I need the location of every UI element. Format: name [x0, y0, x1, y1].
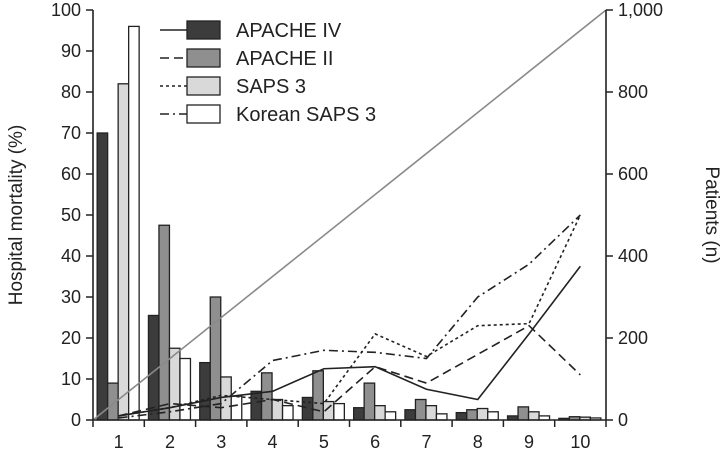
bar-apache-iv-6 [352, 407, 365, 421]
legend-label: Korean SAPS 3 [236, 104, 376, 126]
legend-label: APACHE IV [236, 20, 342, 42]
legend-label: APACHE II [236, 48, 333, 70]
bar-apache-iv-4 [250, 390, 263, 421]
legend-bar-swatch [186, 20, 221, 40]
bar-saps-3-2 [168, 347, 181, 421]
bar-korean-saps-3-5 [333, 402, 346, 421]
bar-korean-saps-3-7 [435, 413, 448, 421]
y-tick-label: 20 [61, 328, 81, 348]
bar-apache-ii-7 [414, 398, 427, 421]
x-tick-label: 6 [370, 432, 380, 452]
bar-apache-iv-3 [199, 361, 211, 421]
line-korean-saps-3 [118, 214, 581, 419]
bar-korean-saps-3-1 [127, 25, 140, 421]
bar-apache-iv-8 [455, 411, 468, 421]
x-tick-label: 5 [319, 432, 329, 452]
bar-saps-3-1 [117, 83, 130, 421]
legend-bar-swatch [186, 104, 221, 124]
bar-saps-3-7 [425, 404, 438, 421]
y-tick-label: 90 [61, 41, 81, 61]
bar-saps-3-3 [220, 376, 232, 421]
y2-tick-label: 600 [618, 164, 648, 184]
bar-korean-saps-3-3 [230, 395, 243, 421]
lines [118, 214, 582, 419]
x-tick-label: 8 [473, 432, 483, 452]
line-apache-ii [118, 324, 581, 417]
axes: 0 10 20 30 40 50 60 70 80 90 100 0 200 400 600 800 1,000… [51, 0, 663, 452]
bar-apache-ii-5 [312, 370, 325, 421]
bar-apache-ii-6 [363, 382, 376, 421]
bar-saps-3-6 [373, 404, 386, 421]
x-tick-label: 9 [524, 432, 534, 452]
bars [96, 25, 602, 421]
x-tick-label: 7 [421, 432, 431, 452]
y2-tick-label: 0 [618, 410, 628, 430]
bar-korean-saps-3-8 [487, 411, 499, 421]
bar-korean-saps-3-2 [179, 357, 192, 421]
bar-saps-3-9 [527, 411, 540, 421]
y2-tick-label: 800 [618, 82, 648, 102]
y-tick-label: 70 [61, 123, 81, 143]
y2-tick-label: 400 [618, 246, 648, 266]
y-tick-label: 40 [61, 246, 81, 266]
y-tick-label: 10 [61, 369, 81, 389]
y-tick-label: 30 [61, 287, 81, 307]
y-tick-label: 60 [61, 164, 81, 184]
bar-apache-ii-9 [517, 406, 530, 421]
y-tick-label: 0 [71, 410, 81, 430]
bar-apache-iv-7 [404, 409, 417, 421]
x-tick-label: 10 [570, 432, 590, 452]
y2-tick-label: 1,000 [618, 0, 663, 20]
bar-apache-ii-4 [260, 372, 273, 421]
y-tick-label: 80 [61, 82, 81, 102]
bar-apache-iv-5 [301, 396, 314, 421]
legend-label: SAPS 3 [236, 76, 306, 98]
y-tick-label: 100 [51, 0, 81, 20]
y2-axis-label: Patients (n) [701, 166, 722, 263]
bar-korean-saps-3-4 [281, 404, 294, 421]
reference-line [92, 9, 607, 421]
y-tick-label: 50 [61, 205, 81, 225]
x-tick-label: 1 [114, 432, 124, 452]
x-tick-label: 4 [268, 432, 278, 452]
y2-tick-label: 200 [618, 328, 648, 348]
x-tick-label: 2 [165, 432, 175, 452]
x-tick-label: 3 [216, 432, 226, 452]
legend: APACHE IV APACHE II SAPS 3 Korean SAPS 3 [160, 20, 376, 126]
bar-apache-iv-1 [96, 132, 109, 421]
legend-bar-swatch [186, 76, 221, 96]
bar-saps-3-4 [271, 398, 284, 421]
bar-apache-ii-8 [466, 409, 478, 421]
bar-korean-saps-3-6 [384, 411, 397, 421]
legend-bar-swatch [186, 48, 221, 68]
line-apache-iv [118, 265, 581, 417]
bar-saps-3-8 [476, 407, 489, 421]
y-axis-label: Hospital mortality (%) [6, 125, 27, 306]
bar-apache-ii-2 [158, 224, 171, 421]
bar-apache-ii-3 [209, 296, 222, 421]
line-saps-3 [118, 214, 582, 417]
